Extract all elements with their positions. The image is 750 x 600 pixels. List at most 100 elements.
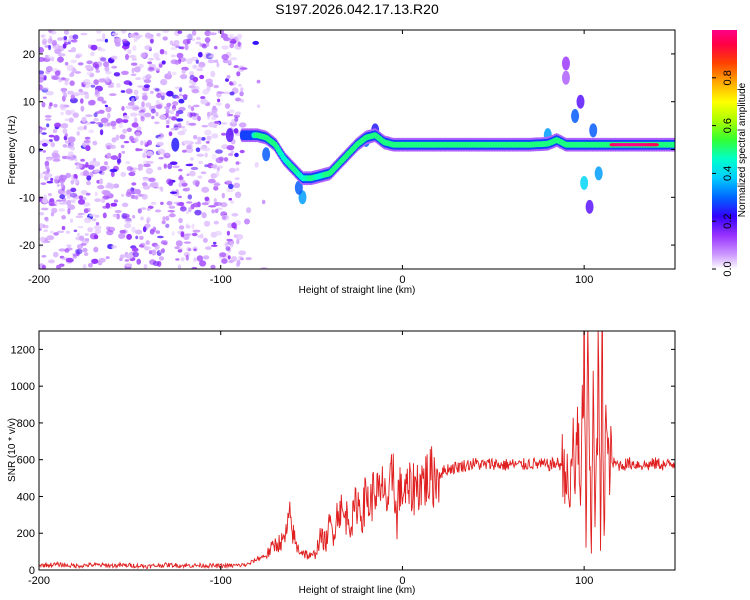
spectrogram-noise-cell <box>48 259 55 264</box>
spectrogram-noise-cell <box>48 193 52 197</box>
spectrogram-noise-cell <box>195 41 202 45</box>
spectrogram-noise-cell <box>113 199 119 203</box>
spectrogram-noise-cell <box>42 127 47 131</box>
spectrogram-noise-cell <box>62 155 67 160</box>
spectrogram-noise-cell <box>171 231 175 236</box>
spectrogram-noise-cell <box>77 212 85 216</box>
spectrogram-noise-cell <box>39 140 43 145</box>
spectrogram-side-blob <box>262 147 271 162</box>
spectrogram-noise-cell <box>122 128 128 134</box>
spectrogram-noise-cell <box>164 105 171 110</box>
spectrogram-side-blob <box>589 123 598 138</box>
spectrogram-noise-cell <box>58 202 67 205</box>
spectrogram-noise-cell <box>230 150 235 154</box>
spectrogram-noise-cell <box>71 174 75 180</box>
spectrogram-noise-cell <box>196 235 205 238</box>
spectrogram-noise-cell <box>160 201 164 205</box>
spectrogram-noise-cell <box>72 34 79 40</box>
spectrogram-noise-cell <box>183 241 192 244</box>
spectrogram-noise-cell <box>95 122 103 125</box>
spectrogram-noise-cell <box>225 78 229 82</box>
spectrogram-noise-cell <box>94 63 100 71</box>
colorbar: 0.0 0.2 0.4 0.6 0.8 Normalized spectral ampl… <box>712 30 748 277</box>
spectrogram-noise-cell <box>62 43 67 49</box>
spectrogram-noise-cell <box>84 217 92 224</box>
spectrogram-noise-cell <box>103 122 111 127</box>
spectrogram-noise-cell <box>112 214 118 218</box>
spectrogram-noise-cell <box>87 227 94 233</box>
spectrogram-noise-cell <box>57 37 63 41</box>
spectrogram-noise-cell <box>65 172 71 179</box>
spectrogram-noise-cell <box>100 57 107 62</box>
spectrogram-noise-cell <box>142 92 148 96</box>
spectrogram-noise-cell <box>124 223 132 229</box>
spectrogram-noise-cell <box>84 233 89 236</box>
spectrogram-noise-cell <box>78 195 84 200</box>
spectrogram-noise-cell <box>157 166 162 171</box>
spectrogram-noise-cell <box>134 195 139 200</box>
spectrogram-noise-cell <box>108 183 115 190</box>
spectrogram-noise-cell <box>126 127 132 132</box>
spectrogram-noise-cell <box>130 194 136 199</box>
spectrogram-noise-cell <box>199 74 205 80</box>
spectrogram-noise-cell <box>148 250 153 255</box>
spectrogram-noise-cell <box>46 157 53 161</box>
spectrogram-noise-cell <box>39 70 45 75</box>
spectrogram-noise-cell <box>126 188 134 195</box>
spectrogram-noise-cell <box>63 36 68 40</box>
spectrogram-noise-cell <box>191 232 198 237</box>
spectrogram-noise-cell <box>252 40 259 45</box>
spectrogram-noise-cell <box>213 220 219 225</box>
spectrogram-noise-cell <box>68 73 74 78</box>
spectrogram-noise-cell <box>98 78 106 83</box>
spectrogram-noise-cell <box>157 235 164 239</box>
spectrogram-noise-cell <box>201 186 210 193</box>
spectrogram-noise-cell <box>104 161 108 166</box>
spectrogram-noise-cell <box>41 264 47 269</box>
spectrogram-noise-cell <box>167 163 173 170</box>
spectrogram-noise-cell <box>60 111 64 116</box>
spectrogram-noise-cell <box>106 165 110 170</box>
spectrogram-noise-cell <box>40 182 47 185</box>
spectrogram-noise-cell <box>42 40 47 46</box>
spectrogram-noise-cell <box>80 105 85 112</box>
spectrogram-noise-cell <box>151 115 155 120</box>
spectrogram-noise-cell <box>178 225 185 230</box>
spectrogram-noise-cell <box>211 133 219 139</box>
spectrogram-noise-cell <box>233 65 239 69</box>
spectrogram-noise-cell <box>208 121 216 128</box>
spectrogram-noise-cell <box>175 258 180 261</box>
spectrogram-noise-cell <box>40 34 46 38</box>
spectrogram-noise-cell <box>59 103 65 110</box>
spectrogram-x-label: Height of straight line (km) <box>299 285 416 296</box>
spectrogram-noise-cell <box>189 71 194 76</box>
spectrogram-noise-cell <box>85 122 91 125</box>
spectrogram-noise-cell <box>102 190 111 196</box>
spectrogram-noise-cell <box>213 163 218 170</box>
spectrogram-noise-cell <box>186 144 192 150</box>
spectrogram-noise-cell <box>152 67 161 72</box>
spectrogram-noise-cell <box>105 185 110 189</box>
spectrogram-noise-cell <box>119 229 126 234</box>
spectrogram-noise-cell <box>160 78 168 86</box>
spectrogram-noise-cell <box>146 160 154 164</box>
spectrogram-noise-cell <box>124 218 133 224</box>
spectrogram-noise-cell <box>63 30 70 35</box>
spectrogram-noise-cell <box>48 134 55 138</box>
spectrogram-noise-cell <box>52 158 61 162</box>
spectrogram-noise-cell <box>53 150 59 153</box>
spectrogram-noise-cell <box>50 56 55 62</box>
spectrogram-noise-cell <box>129 112 138 117</box>
spectrogram-noise-cell <box>152 260 160 267</box>
spectrogram-noise-cell <box>133 117 138 124</box>
spectrogram-ridge <box>171 56 675 214</box>
spectrogram-noise-cell <box>147 66 155 72</box>
snr-y-tick-label: 0 <box>29 565 35 577</box>
spectrogram-noise-cell <box>78 88 83 93</box>
spectrogram-noise-cell <box>80 190 88 195</box>
spectrogram-noise-cell <box>128 33 136 38</box>
spectrogram-noise-cell <box>137 167 143 171</box>
spectrogram-noise-cell <box>215 149 223 154</box>
spectrogram-noise-cell <box>137 208 142 214</box>
